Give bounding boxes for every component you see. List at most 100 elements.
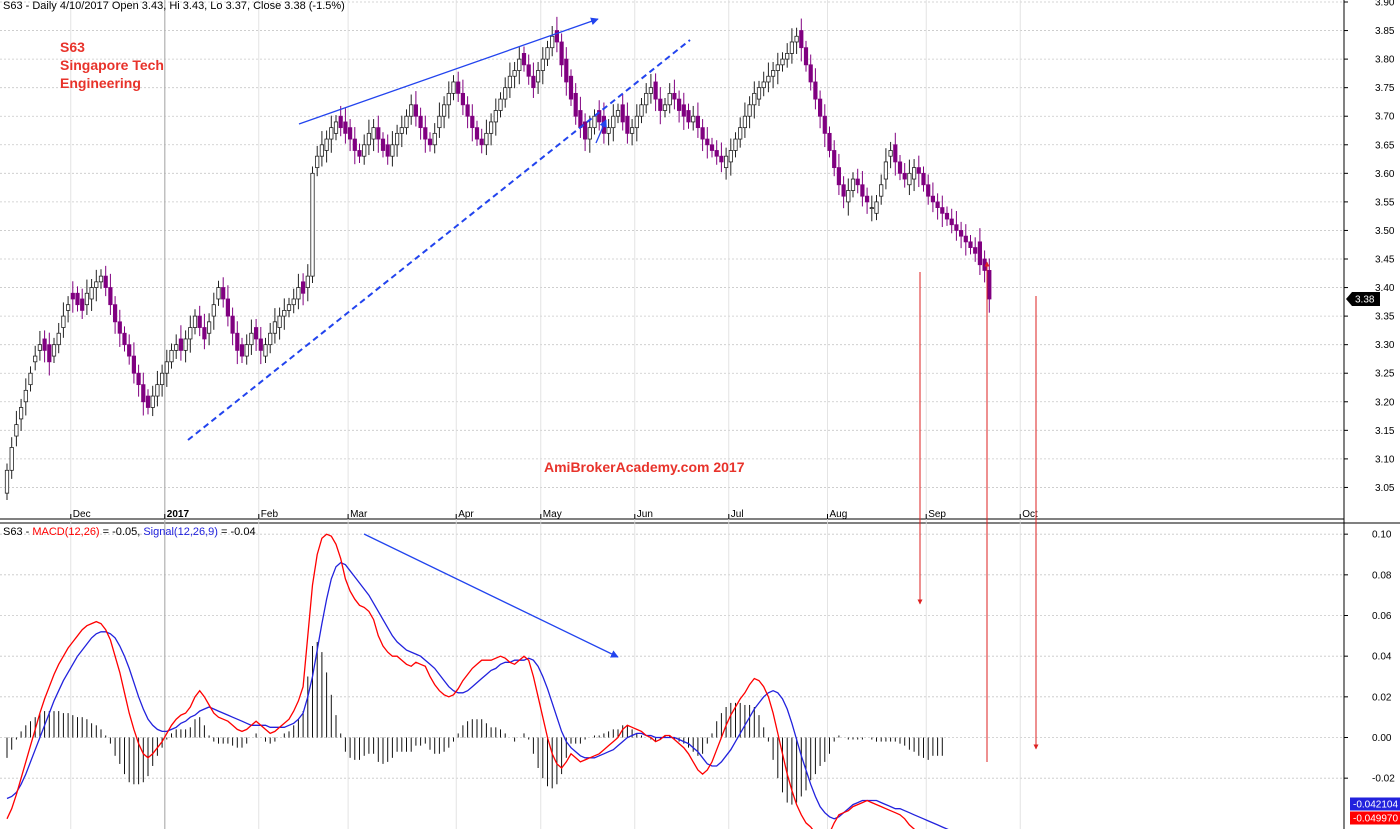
candle-body xyxy=(206,321,212,334)
candle-body xyxy=(98,275,104,283)
candle-body xyxy=(615,110,621,117)
signal-value-tag xyxy=(1350,797,1400,811)
candle-body xyxy=(263,344,268,357)
month-label: Sep xyxy=(928,509,946,520)
macd-value-tag xyxy=(1350,811,1400,825)
price-tick-label: 3.15 xyxy=(1375,426,1395,437)
candle-body xyxy=(432,132,437,146)
candle-body xyxy=(343,121,348,134)
candle-body xyxy=(89,287,94,300)
candle-body xyxy=(413,104,419,117)
y-axis-layer: 3.05 3.10 3.15 3.20 3.25 3.30 3.35 3.40 3.45 3.50… xyxy=(73,0,1400,825)
candle-body xyxy=(799,30,804,49)
candle-body xyxy=(9,447,14,471)
price-tick-label: 3.70 xyxy=(1375,112,1395,123)
candle-body xyxy=(268,332,273,346)
candle-body xyxy=(954,224,959,231)
candle-body xyxy=(131,355,136,374)
candle-body xyxy=(70,292,75,300)
candle-body xyxy=(940,207,945,214)
candle-body xyxy=(136,372,141,386)
candle-body xyxy=(719,155,724,163)
macd-tick-label: 0.08 xyxy=(1372,570,1392,581)
price-tick-label: 3.45 xyxy=(1375,255,1395,266)
candle-body xyxy=(752,92,757,106)
price-header: S63 - Daily 4/10/2017 Open 3.43, Hi 3.43… xyxy=(3,0,345,12)
candle-body xyxy=(37,344,43,351)
month-label: 2017 xyxy=(167,509,190,520)
candle-body xyxy=(540,58,545,71)
candle-body xyxy=(404,115,409,129)
candle-body xyxy=(352,138,357,151)
candle-body xyxy=(103,275,108,288)
candle-body xyxy=(639,104,644,117)
candle-body xyxy=(691,115,696,123)
candle-body xyxy=(94,281,99,288)
small-blue-arrow xyxy=(595,119,607,144)
candle-body xyxy=(150,395,155,408)
candle-body xyxy=(465,104,470,117)
candle-body xyxy=(559,41,564,66)
month-label: Apr xyxy=(458,509,474,520)
candle-body xyxy=(794,35,799,43)
candle-body xyxy=(658,98,663,111)
candle-body xyxy=(174,344,179,351)
candle-body xyxy=(893,144,898,163)
candle-body xyxy=(681,104,686,117)
candle-body xyxy=(935,201,940,208)
candle-body xyxy=(865,195,870,203)
macd-header-prefix: S63 - xyxy=(3,526,32,538)
candle-body xyxy=(644,92,649,106)
candle-body xyxy=(808,64,813,83)
candle-body xyxy=(230,315,235,334)
candle-body xyxy=(930,195,936,203)
candle-body xyxy=(211,304,216,317)
candle-body xyxy=(630,127,635,134)
candle-body xyxy=(667,92,672,106)
month-label: May xyxy=(543,509,562,520)
candle-body xyxy=(451,81,456,94)
candle-body xyxy=(84,292,89,306)
candle-body xyxy=(362,144,367,157)
macd-tick-label: 0.04 xyxy=(1372,652,1392,663)
candle-body xyxy=(733,138,738,151)
candle-body xyxy=(47,344,52,363)
candle-body xyxy=(987,270,992,300)
signal-value-tag-label: -0.042104 xyxy=(1353,800,1398,811)
price-tick-label: 3.60 xyxy=(1375,169,1395,180)
candle-body xyxy=(963,235,968,243)
candle-body xyxy=(28,372,33,386)
candle-body xyxy=(178,338,183,351)
price-tick-label: 3.10 xyxy=(1375,454,1395,465)
candle-body xyxy=(498,98,503,111)
macd-header-value: = -0.05, xyxy=(100,526,144,538)
candle-body xyxy=(188,327,193,340)
candle-body xyxy=(23,389,28,403)
candle-body xyxy=(686,110,691,123)
last-price-label: 3.38 xyxy=(1355,294,1375,305)
candle-body xyxy=(503,87,508,100)
candle-body xyxy=(183,338,188,351)
candle-body xyxy=(474,127,480,140)
candle-body xyxy=(874,201,879,214)
candle-body xyxy=(662,104,668,111)
price-tick-label: 3.65 xyxy=(1375,140,1395,151)
candle-body xyxy=(315,155,320,169)
candle-body xyxy=(902,172,907,180)
candle-body xyxy=(550,35,555,49)
price-tick-label: 3.40 xyxy=(1375,283,1395,294)
candle-body xyxy=(564,58,569,83)
candle-body xyxy=(155,384,160,397)
candle-body xyxy=(536,70,541,83)
candle-body xyxy=(460,92,466,106)
candle-body xyxy=(869,207,874,210)
candle-body xyxy=(493,110,498,123)
candle-body xyxy=(959,230,964,237)
candle-body xyxy=(159,372,165,386)
candle-body xyxy=(789,41,795,54)
candle-body xyxy=(700,127,705,140)
month-label: Jul xyxy=(731,509,744,520)
candle-body xyxy=(705,138,710,146)
candle-body xyxy=(385,144,390,157)
